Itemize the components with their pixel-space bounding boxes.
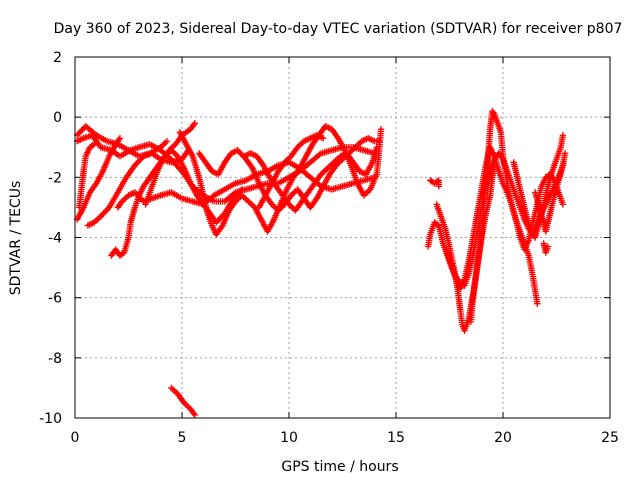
series-track-11 [240,144,380,214]
x-tick-labels: 0 5 10 15 20 25 [71,430,619,446]
series-track-10 [195,135,383,214]
data-point [375,138,383,145]
data-points [73,107,569,419]
series-track-21 [540,240,552,256]
series-track-3 [73,135,124,223]
y-tick-label: -10 [39,411,62,427]
x-tick-label: 0 [71,430,80,446]
y-tick-label: 2 [53,50,62,66]
x-tick-label: 5 [178,430,187,446]
data-point [561,150,569,157]
x-tick-label: 10 [280,430,298,446]
series-track-20 [531,150,569,235]
y-tick-label: -2 [48,170,62,186]
y-tick-label: -6 [48,291,62,307]
data-point [435,183,442,190]
data-point [559,132,567,139]
data-point [191,119,199,127]
x-tick-label: 15 [387,430,405,446]
chart-title: Day 360 of 2023, Sidereal Day-to-day VTE… [54,21,623,37]
data-point [320,135,327,142]
series-track-4 [76,141,98,211]
y-tick-label: -8 [48,351,62,367]
x-tick-label: 25 [601,430,619,446]
series-track-12 [255,132,327,211]
data-point [559,201,567,208]
y-tick-labels: -10 -8 -6 -4 -2 0 2 [39,50,62,427]
series-track-14 [427,177,442,190]
y-tick-label: 0 [53,110,62,126]
data-point [116,135,124,142]
data-point [163,138,171,145]
data-point [544,243,552,250]
data-point [491,162,498,169]
data-point [191,411,199,419]
series-track-18 [467,162,498,325]
data-point [89,142,97,149]
series-track-9 [176,122,385,238]
series-track-13 [168,384,199,419]
y-tick-label: -4 [48,231,62,247]
data-point [434,178,441,185]
data-point [238,186,246,193]
plot-frame [74,56,611,419]
data-point [373,144,380,151]
x-tick-label: 20 [494,430,512,446]
data-point [91,141,98,148]
y-axis-label: SDTVAR / TECUs [8,181,24,296]
data-point [534,300,541,307]
data-point [377,126,385,133]
x-axis-label: GPS time / hours [281,459,398,475]
